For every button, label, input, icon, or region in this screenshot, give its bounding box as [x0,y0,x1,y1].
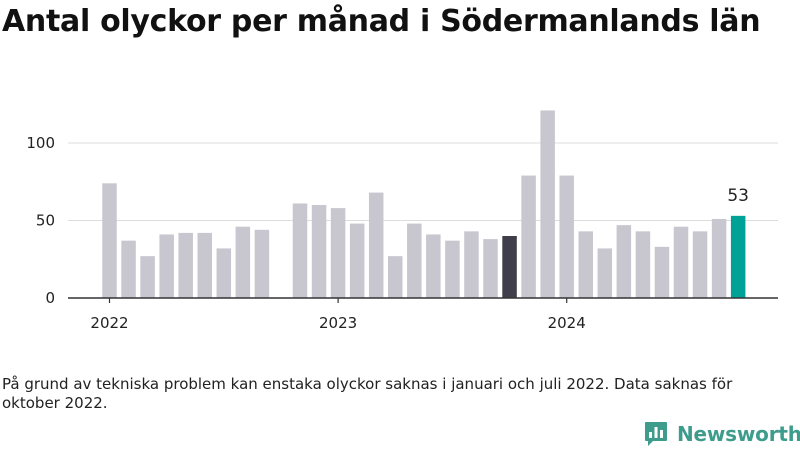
bar-2022-02 [121,240,136,298]
bar-2023-01 [330,208,346,298]
bar-2024-06 [654,246,670,298]
x-tick-label-2023: 2023 [319,314,357,332]
bar-2022-07 [216,248,232,298]
bar-2024-03 [597,248,613,298]
bar-2024-05 [635,231,651,298]
y-tick-label: 100 [26,134,55,152]
bar-2022-08 [235,226,251,298]
x-tick-label-2024: 2024 [548,314,586,332]
bar-2023-12 [540,110,555,298]
bar-2023-03 [368,192,384,298]
footnote: På grund av tekniska problem kan enstaka… [2,375,733,412]
bar-2023-09 [483,239,498,298]
bar-2023-04 [388,256,403,298]
bar-2024-02 [578,231,593,298]
bar-2023-07 [445,240,460,298]
bar-2024-01 [559,175,574,298]
bar-2023-06 [426,234,441,298]
bar-2022-01 [102,183,117,298]
newsworthy-logo[interactable]: Newsworthy [644,420,800,448]
bar-2024-09 [711,218,727,298]
bar-chart: 0 50 100 53 2022 2023 2024 [26,110,778,332]
bar-2024-10 [730,215,746,298]
chart-title: Antal olyckor per månad i Södermanlands … [2,4,761,39]
bar-2022-05 [178,232,193,298]
value-label-latest: 53 [727,186,749,206]
bar-2024-08 [692,231,708,298]
brand-name: Newsworthy [677,422,800,446]
bar-2022-03 [140,256,155,298]
y-tick-label: 50 [36,212,55,230]
bar-2022-04 [159,234,174,298]
bar-2024-04 [616,225,632,298]
newsworthy-chart-icon [645,422,667,446]
bar-2024-07 [673,226,689,298]
bar-2023-05 [407,223,422,298]
y-tick-label: 0 [45,289,55,307]
x-tick-label-2022: 2022 [90,314,128,332]
bar-2023-02 [349,223,365,298]
bar-2022-11 [292,203,308,298]
bar-2023-10 [502,236,517,298]
bar-2022-12 [311,205,327,298]
bar-2022-06 [197,232,212,298]
bar-2023-08 [464,231,479,298]
bar-2022-09 [254,229,270,298]
bar-2023-11 [521,175,536,298]
